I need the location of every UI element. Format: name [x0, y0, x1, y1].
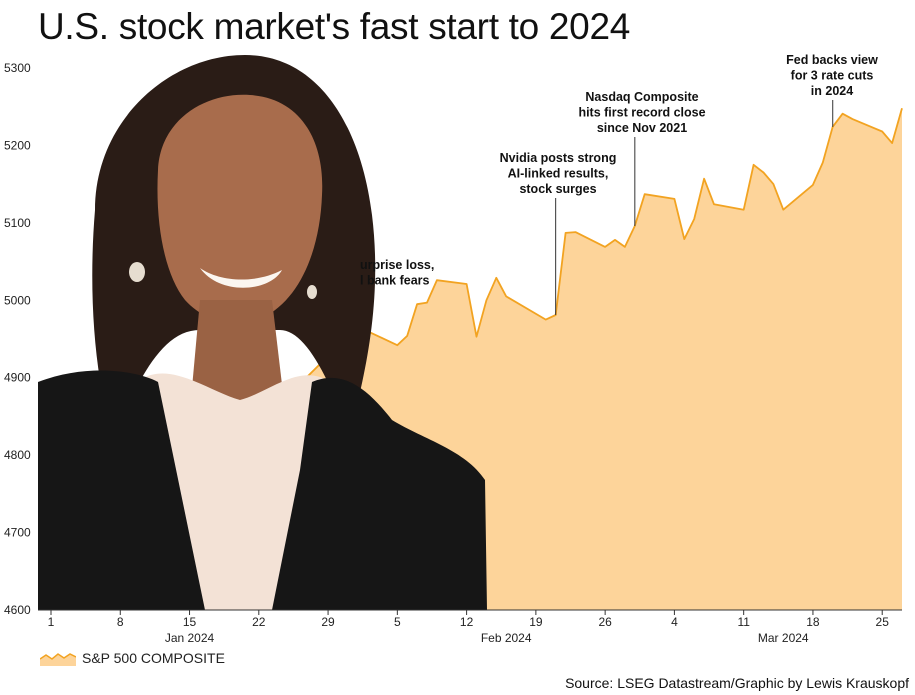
y-tick-label: 5000 [4, 293, 31, 307]
annotation-text-fed: Fed backs view [786, 53, 878, 67]
x-tick-label: 25 [876, 615, 890, 629]
legend-label: S&P 500 COMPOSITE [82, 650, 225, 666]
x-tick-label: 4 [671, 615, 678, 629]
y-tick-label: 5200 [4, 138, 31, 152]
earring-right [307, 285, 317, 299]
face-shape [157, 94, 323, 324]
x-tick-label: 1 [48, 615, 55, 629]
earring-left [129, 262, 145, 282]
jacket-right-shape [272, 377, 487, 610]
y-tick-label: 4600 [4, 603, 31, 617]
x-tick-label: 18 [806, 615, 820, 629]
x-tick-label: 26 [598, 615, 612, 629]
annotation-text-nvidia: Nvidia posts strong [500, 151, 617, 165]
x-tick-label: 29 [321, 615, 335, 629]
jacket-shape [38, 370, 205, 610]
chart-title: U.S. stock market's fast start to 2024 [38, 6, 631, 47]
y-tick-label: 4800 [4, 448, 31, 462]
y-tick-label: 4900 [4, 371, 31, 385]
annotation-text-surprise-loss: l bank fears [360, 274, 430, 288]
legend-swatch-icon [40, 653, 76, 666]
annotation-text-nasdaq-record: since Nov 2021 [597, 121, 687, 135]
x-tick-label: 19 [529, 615, 543, 629]
x-tick-label: 15 [183, 615, 197, 629]
neck-shape [190, 300, 285, 410]
month-label: Jan 2024 [165, 631, 215, 645]
y-tick-label: 5100 [4, 216, 31, 230]
annotation-text-nasdaq-record: hits first record close [578, 106, 705, 120]
month-label: Mar 2024 [758, 631, 809, 645]
annotation-text-nvidia: AI-linked results, [508, 167, 609, 181]
y-tick-label: 5300 [4, 61, 31, 75]
annotation-text-surprise-loss: urprise loss, [360, 258, 434, 272]
legend: S&P 500 COMPOSITE [40, 650, 225, 666]
x-tick-label: 22 [252, 615, 266, 629]
x-tick-label: 12 [460, 615, 474, 629]
y-tick-label: 4700 [4, 526, 31, 540]
annotation-text-nvidia: stock surges [519, 182, 596, 196]
x-tick-label: 5 [394, 615, 401, 629]
annotation-text-fed: for 3 rate cuts [791, 69, 874, 83]
smile-shape [200, 268, 282, 288]
annotation-text-nasdaq-record: Nasdaq Composite [585, 90, 698, 104]
month-label: Feb 2024 [481, 631, 532, 645]
x-tick-label: 8 [117, 615, 124, 629]
annotations: urprise loss, l bank fears Nvidia posts st… [360, 53, 878, 315]
portrait-photo [38, 55, 487, 610]
x-tick-label: 11 [737, 615, 750, 629]
annotation-text-fed: in 2024 [811, 84, 853, 98]
source-note: Source: LSEG Datastream/Graphic by Lewis… [565, 675, 909, 691]
